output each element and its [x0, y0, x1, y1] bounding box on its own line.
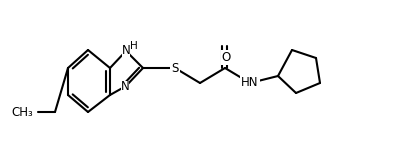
Text: N: N: [121, 80, 129, 94]
Text: CH₃: CH₃: [11, 106, 33, 118]
Text: HN: HN: [241, 76, 259, 89]
Text: N: N: [122, 43, 130, 57]
Text: H: H: [130, 41, 138, 51]
Text: S: S: [171, 61, 179, 75]
Text: O: O: [221, 51, 230, 64]
